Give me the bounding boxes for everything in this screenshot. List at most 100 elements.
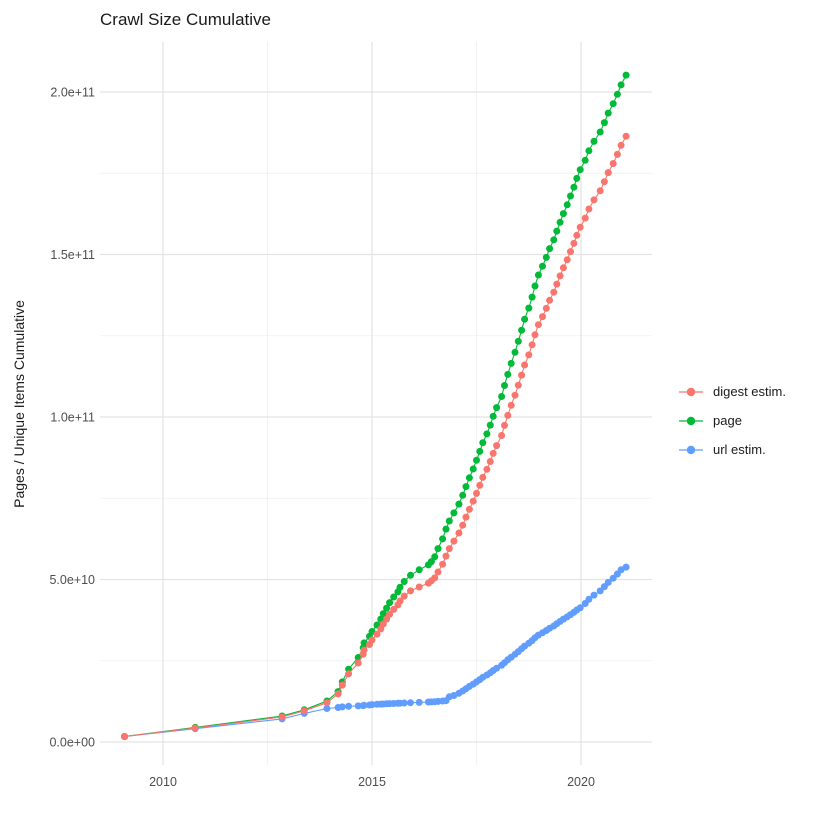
data-point (439, 535, 447, 543)
y-tick-label: 5.0e+10 (49, 573, 95, 587)
data-point (518, 371, 526, 379)
gridlines-minor (100, 42, 652, 765)
y-axis-tick-labels: 0.0e+00 5.0e+10 1.0e+11 1.5e+11 2.0e+11 (49, 86, 95, 750)
data-point (407, 587, 414, 595)
data-point (609, 160, 617, 167)
data-point (431, 553, 439, 561)
data-point (415, 583, 423, 591)
data-point (590, 591, 598, 599)
data-point (567, 192, 574, 200)
data-point (553, 227, 561, 235)
data-point (590, 137, 598, 145)
y-tick-label: 0.0e+00 (49, 736, 95, 750)
data-point (278, 713, 286, 721)
data-point (383, 604, 391, 612)
data-point (379, 610, 387, 618)
data-point (354, 659, 362, 667)
data-point (550, 288, 558, 296)
data-point (479, 439, 487, 447)
data-point (479, 473, 487, 481)
legend-label: digest estim. (713, 384, 786, 399)
series-line (124, 135, 627, 738)
data-point (368, 701, 376, 709)
data-point (596, 128, 604, 136)
data-point (450, 509, 458, 517)
data-point (459, 521, 467, 529)
legend-item-digest-estim: digest estim. (678, 377, 786, 406)
legend-item-page: page (678, 406, 786, 435)
data-point (556, 272, 564, 280)
data-point (476, 481, 484, 489)
data-point (386, 599, 394, 607)
data-point (596, 187, 604, 195)
data-point (521, 315, 529, 323)
data-point (489, 412, 497, 420)
data-point (507, 359, 515, 367)
data-point (407, 571, 414, 579)
data-point (604, 169, 612, 177)
series-line (124, 74, 627, 738)
data-point (609, 100, 617, 108)
data-point (400, 699, 408, 707)
data-point (613, 150, 621, 158)
data-point (622, 71, 630, 79)
data-point (525, 304, 533, 312)
data-point (462, 513, 470, 521)
data-point (334, 690, 342, 698)
data-point (445, 517, 453, 525)
legend-key-line-dot-icon (679, 387, 703, 396)
data-point (511, 391, 519, 399)
data-point (521, 361, 529, 369)
data-point (559, 264, 567, 272)
data-point (531, 282, 539, 290)
data-point (585, 595, 593, 603)
y-tick-label: 1.5e+11 (50, 248, 95, 262)
data-point (390, 605, 398, 613)
data-point (504, 370, 512, 378)
data-point (622, 563, 630, 571)
data-point (473, 456, 480, 464)
data-point (528, 293, 536, 301)
data-point (489, 449, 497, 457)
data-point (581, 214, 589, 222)
data-point (617, 81, 625, 89)
data-point (585, 147, 593, 155)
data-point (390, 593, 398, 601)
data-point (576, 604, 584, 612)
data-point (345, 670, 353, 678)
data-point (354, 702, 362, 710)
data-point (300, 707, 308, 715)
data-point (559, 210, 567, 218)
data-point (493, 442, 501, 450)
data-point (415, 698, 423, 706)
data-point (563, 256, 571, 264)
data-point (442, 552, 450, 560)
data-point (596, 587, 604, 595)
data-point (439, 560, 447, 568)
data-point (386, 610, 394, 618)
data-point (483, 465, 491, 473)
data-point (498, 432, 506, 439)
data-point (534, 271, 542, 279)
chart-title: Crawl Size Cumulative (100, 10, 271, 29)
data-point (400, 578, 408, 585)
series-url-estim (121, 563, 630, 740)
data-point (434, 568, 442, 576)
data-point (511, 348, 519, 356)
series-digest-estim (121, 132, 630, 740)
data-point (600, 119, 608, 127)
y-tick-label: 1.0e+11 (50, 411, 95, 425)
data-point (323, 705, 331, 712)
data-point (360, 646, 368, 654)
data-point (622, 132, 630, 140)
data-point (617, 141, 625, 149)
data-point (360, 701, 368, 709)
data-point (121, 733, 128, 740)
data-point (415, 566, 423, 574)
data-point (396, 597, 404, 605)
data-point (600, 178, 608, 186)
data-point (567, 248, 574, 256)
data-point (528, 341, 536, 349)
